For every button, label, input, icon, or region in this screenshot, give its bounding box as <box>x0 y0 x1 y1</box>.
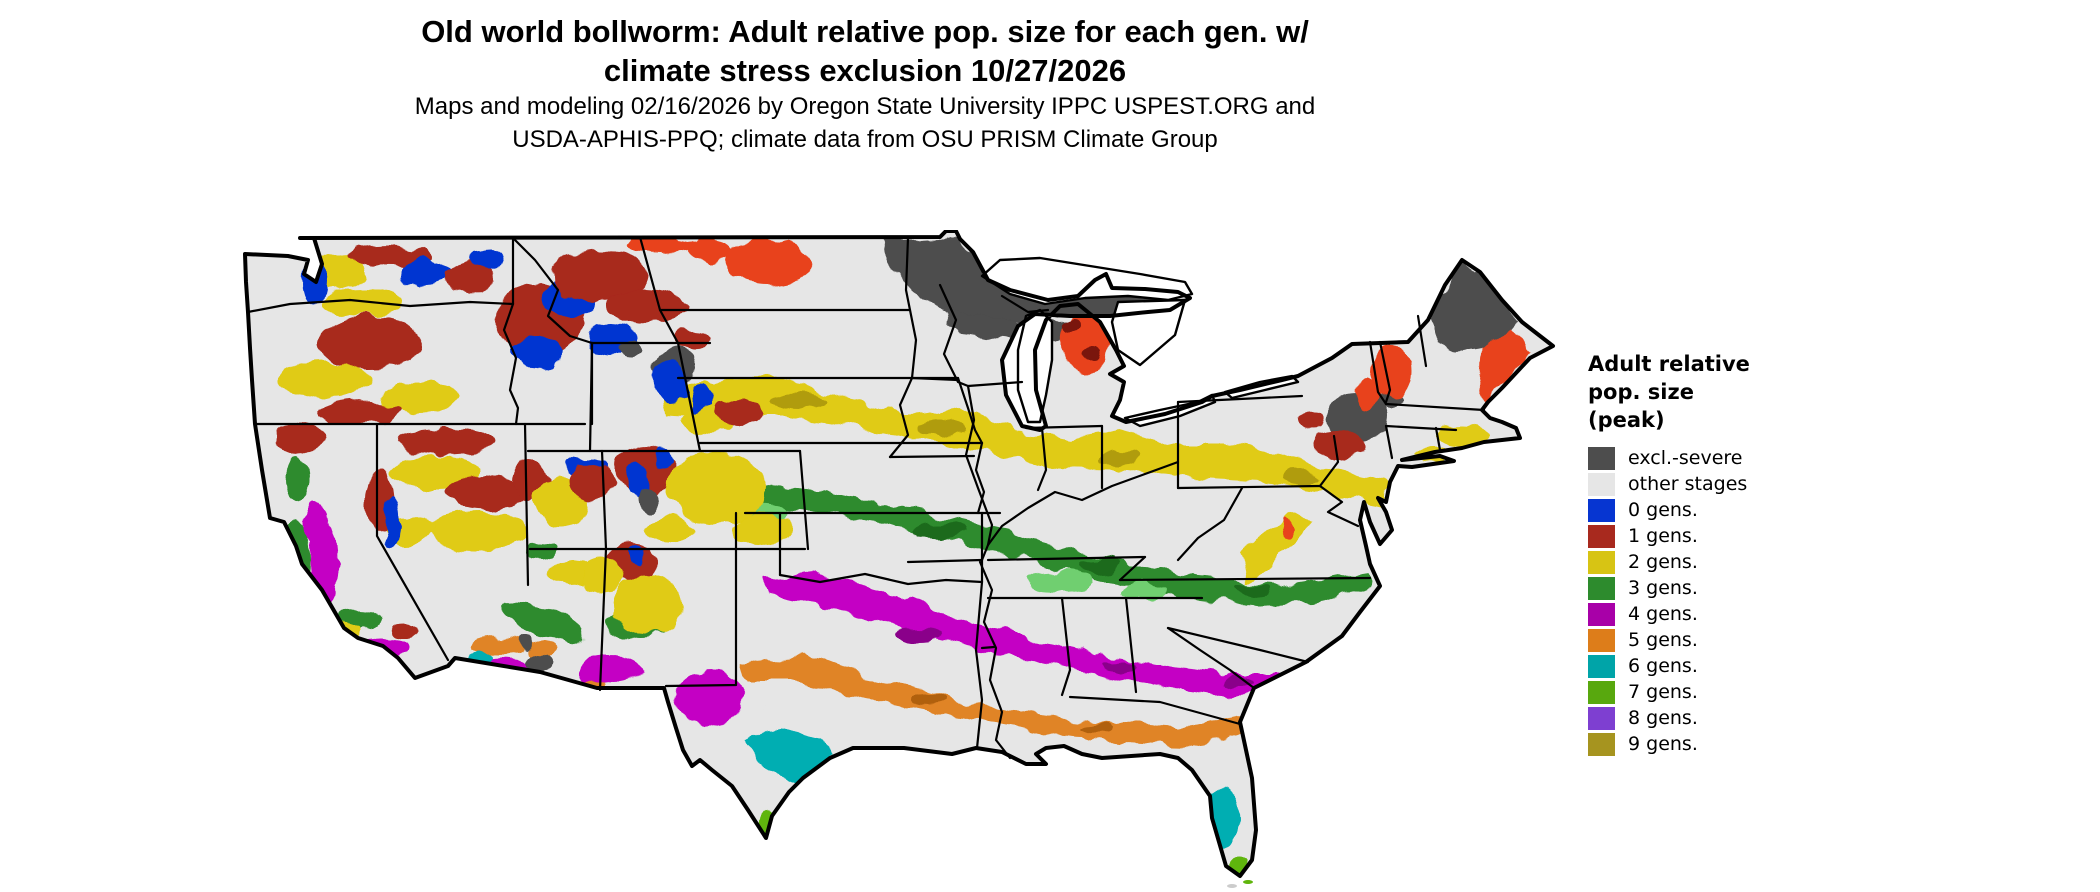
legend-swatch <box>1588 680 1615 704</box>
legend-swatch <box>1588 732 1615 756</box>
band-shading-patches <box>732 391 1320 733</box>
legend-label: 5 gens. <box>1628 629 1698 651</box>
legend-title-line3: (peak) <box>1588 408 1665 432</box>
us-map-svg <box>243 229 1555 888</box>
legend-swatch <box>1588 446 1615 470</box>
legend-item: 1 gens. <box>1588 523 1868 549</box>
legend-item: 3 gens. <box>1588 575 1868 601</box>
legend-swatch <box>1588 498 1615 522</box>
legend-label: 1 gens. <box>1628 525 1698 547</box>
legend-title: Adult relative pop. size (peak) <box>1588 350 1868 434</box>
legend-swatch <box>1588 550 1615 574</box>
legend-title-line2: pop. size <box>1588 380 1694 404</box>
legend-label: 2 gens. <box>1628 551 1698 573</box>
band-3-gens <box>700 486 1372 606</box>
legend: Adult relative pop. size (peak) excl.-se… <box>1588 350 1868 757</box>
legend-label: 9 gens. <box>1628 733 1698 755</box>
figure-title-line2: climate stress exclusion 10/27/2026 <box>603 53 1127 88</box>
legend-item: 2 gens. <box>1588 549 1868 575</box>
map-color-layers <box>276 236 1530 876</box>
legend-title-line1: Adult relative <box>1588 352 1750 376</box>
legend-swatch <box>1588 654 1615 678</box>
legend-item: 8 gens. <box>1588 705 1868 731</box>
lake-superior <box>980 256 1194 306</box>
legend-label: 8 gens. <box>1628 707 1698 729</box>
legend-label: 7 gens. <box>1628 681 1698 703</box>
legend-label: other stages <box>1628 473 1748 495</box>
legend-swatch <box>1588 602 1615 626</box>
legend-item: 0 gens. <box>1588 497 1868 523</box>
us-land-base <box>245 231 1553 876</box>
band-5-gens <box>740 654 1246 746</box>
legend-label: 4 gens. <box>1628 603 1698 625</box>
us-outline <box>243 229 1555 878</box>
legend-item: 6 gens. <box>1588 653 1868 679</box>
legend-swatch <box>1588 576 1615 600</box>
legend-label: 6 gens. <box>1628 655 1698 677</box>
legend-items: excl.-severe other stages 0 gens. 1 gens. 2 … <box>1588 445 1868 757</box>
legend-item: 9 gens. <box>1588 731 1868 757</box>
figure-subtitle-line2: USDA-APHIS-PPQ; climate data from OSU PR… <box>512 126 1218 153</box>
legend-swatch <box>1588 472 1615 496</box>
florida-keys <box>1227 880 1253 888</box>
legend-item: excl.-severe <box>1588 445 1868 471</box>
figure-subtitle-line1: Maps and modeling 02/16/2026 by Oregon S… <box>414 93 1316 120</box>
legend-item: 4 gens. <box>1588 601 1868 627</box>
western-patches <box>276 246 795 724</box>
us-generations-map <box>240 229 1560 892</box>
legend-label: excl.-severe <box>1628 447 1743 469</box>
legend-swatch <box>1588 706 1615 730</box>
state-borders <box>246 235 1486 760</box>
legend-label: 0 gens. <box>1628 499 1698 521</box>
legend-item: 5 gens. <box>1588 627 1868 653</box>
figure-subtitle: Maps and modeling 02/16/2026 by Oregon S… <box>0 90 1730 156</box>
band-4-gens <box>760 572 1382 696</box>
band-2-gens <box>660 378 1388 506</box>
figure-title-line1: Old world bollworm: Adult relative pop. … <box>421 14 1309 49</box>
legend-label: 3 gens. <box>1628 577 1698 599</box>
figure-title: Old world bollworm: Adult relative pop. … <box>0 12 1730 90</box>
legend-swatch <box>1588 628 1615 652</box>
legend-item: other stages <box>1588 471 1868 497</box>
legend-swatch <box>1588 524 1615 548</box>
legend-item: 7 gens. <box>1588 679 1868 705</box>
